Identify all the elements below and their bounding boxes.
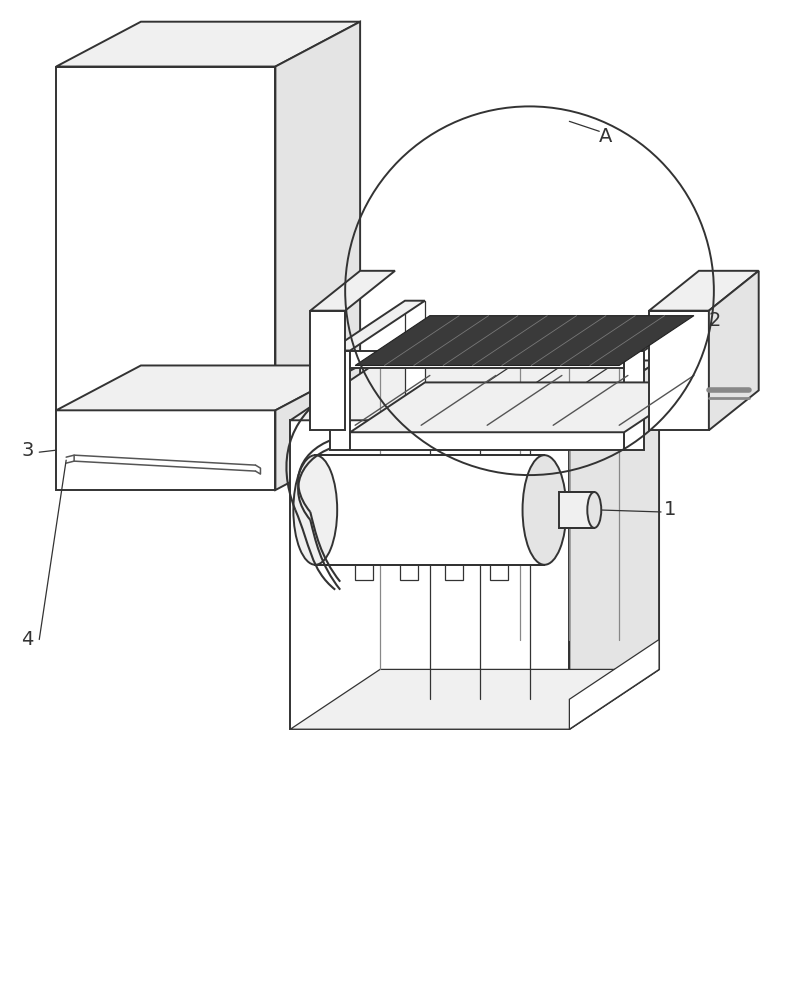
Polygon shape <box>316 455 545 565</box>
Polygon shape <box>624 301 719 351</box>
Polygon shape <box>569 360 659 729</box>
Polygon shape <box>330 301 425 351</box>
Polygon shape <box>400 500 418 580</box>
Ellipse shape <box>294 455 338 565</box>
Polygon shape <box>57 365 360 410</box>
Polygon shape <box>57 67 276 410</box>
Polygon shape <box>624 351 644 450</box>
Polygon shape <box>350 382 699 432</box>
Text: 2: 2 <box>709 311 721 330</box>
Polygon shape <box>355 500 373 580</box>
Polygon shape <box>569 640 659 729</box>
Polygon shape <box>330 351 350 450</box>
Text: 4: 4 <box>21 630 34 649</box>
Text: 3: 3 <box>21 441 34 460</box>
Text: A: A <box>599 127 612 146</box>
Polygon shape <box>350 351 624 368</box>
Polygon shape <box>490 500 508 580</box>
Polygon shape <box>276 365 360 490</box>
Polygon shape <box>350 432 624 450</box>
Polygon shape <box>445 500 462 580</box>
Polygon shape <box>310 271 395 311</box>
Polygon shape <box>355 316 694 365</box>
Polygon shape <box>290 669 659 729</box>
Polygon shape <box>290 360 659 420</box>
Polygon shape <box>57 410 276 490</box>
Ellipse shape <box>523 455 567 565</box>
Text: 1: 1 <box>664 500 677 519</box>
Ellipse shape <box>587 492 601 528</box>
Polygon shape <box>57 22 360 67</box>
Polygon shape <box>276 22 360 410</box>
Polygon shape <box>405 301 425 400</box>
Polygon shape <box>310 311 345 430</box>
Polygon shape <box>649 271 758 311</box>
Polygon shape <box>709 271 758 430</box>
Polygon shape <box>290 420 569 729</box>
Polygon shape <box>649 311 709 430</box>
Polygon shape <box>560 492 594 528</box>
